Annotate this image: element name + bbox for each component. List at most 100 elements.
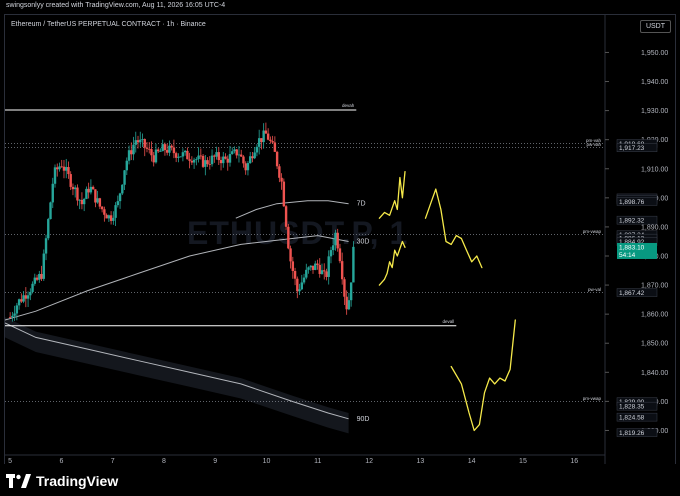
candle-body [255,146,259,153]
candle-body [349,282,353,301]
candle-body [318,264,321,274]
candle-body [145,147,149,149]
candle-body [314,263,317,270]
currency-badge[interactable]: USDT [639,20,671,33]
candle-body [300,282,303,290]
candle-body [87,188,90,193]
projection-path [424,188,483,269]
candle-body [33,277,37,284]
candle-body [327,256,330,277]
x-tick-label: 9 [213,458,217,465]
candle-body [76,187,79,201]
candle-body [352,246,355,283]
x-tick-label: 8 [162,458,166,465]
candle-body [98,198,102,207]
vwap-band-line [235,200,349,219]
y-tick-label: 1,890.00 [641,224,668,231]
candle-body [307,267,310,270]
tradingview-logo[interactable]: TradingView [6,473,118,489]
candle-body [338,248,342,262]
candle-body [65,167,68,171]
price-chart[interactable]: 1,950.001,940.001,930.001,920.001,910.00… [5,15,675,465]
candle-body [215,152,218,157]
candle-body [31,283,34,292]
candle-body [345,296,348,310]
brand-name: TradingView [36,473,119,489]
candle-body [130,150,133,155]
candle-body [24,295,28,299]
candle-body [168,145,171,153]
candle-body [271,141,274,143]
candle-body [273,142,277,152]
candle-body [186,150,189,160]
candle-body [100,206,104,210]
candle-body [332,245,335,251]
candle-body [275,151,279,167]
candle-body [47,219,50,239]
candle-body [257,138,261,147]
candle-body [26,295,30,299]
candle-body [91,186,95,190]
level-label: devall [443,319,455,324]
candle-body [78,199,81,201]
candle-body [71,186,75,190]
candle-body [190,160,194,163]
chart-pane[interactable]: ETHUSDT.P, 1 1,950.00 1,940.00 1,930.00 1,9… [4,14,676,466]
candle-body [197,155,200,160]
candle-body [311,265,315,270]
candle-body [213,155,216,157]
candle-body [49,202,52,220]
y-tick-label: 1,870.00 [641,283,668,290]
price-badge-label: 1,898.76 [619,199,645,206]
dotted-level-label: pm-vwap [583,396,602,401]
candle-body [161,144,164,152]
candle-body [96,198,99,203]
candle-body [208,164,212,165]
price-badge-label: 1,867.42 [619,290,645,297]
candle-body [132,144,135,155]
x-tick-label: 14 [468,458,476,465]
candle-body [60,166,63,168]
candle-body [226,158,229,163]
candle-body [278,166,281,178]
candle-body [334,232,337,246]
y-tick-label: 1,940.00 [641,79,668,86]
x-tick-label: 10 [263,458,271,465]
vwap-band-line [5,235,349,321]
candle-body [159,151,162,152]
candle-body [69,174,72,187]
candle-body [305,269,308,278]
candle-body [139,139,142,143]
x-tick-label: 16 [570,458,578,465]
candle-body [58,166,61,170]
x-tick-label: 5 [8,458,12,465]
x-tick-label: 12 [365,458,373,465]
price-badge [616,215,658,225]
y-tick-label: 1,930.00 [641,108,668,115]
symbol-title: Ethereum / TetherUS PERPETUAL CONTRACT ·… [11,21,206,28]
candle-body [269,139,272,142]
candle-body [244,163,247,171]
candle-body [8,317,12,318]
candle-body [89,186,93,193]
projection-path [378,240,406,286]
candle-body [177,156,180,158]
candle-body [280,177,283,182]
candle-body [17,299,21,306]
creator-caption: swingsonlyy created with TradingView.com… [6,2,226,9]
current-price-label: 1,883.10 [619,244,645,251]
candle-body [172,147,176,154]
candle-body [329,250,333,257]
candle-body [309,265,312,268]
candle-body [188,159,191,161]
candle-body [35,277,39,280]
dotted-level-label: pm-vwap [583,229,602,234]
candle-body [224,156,227,159]
candle-body [157,149,160,152]
candle-body [42,253,45,279]
y-tick-label: 1,850.00 [641,341,668,348]
symbol-watermark: ETHUSDT.P, 1 [187,215,409,251]
vwap-band-line [5,322,349,420]
candle-body [114,205,117,218]
